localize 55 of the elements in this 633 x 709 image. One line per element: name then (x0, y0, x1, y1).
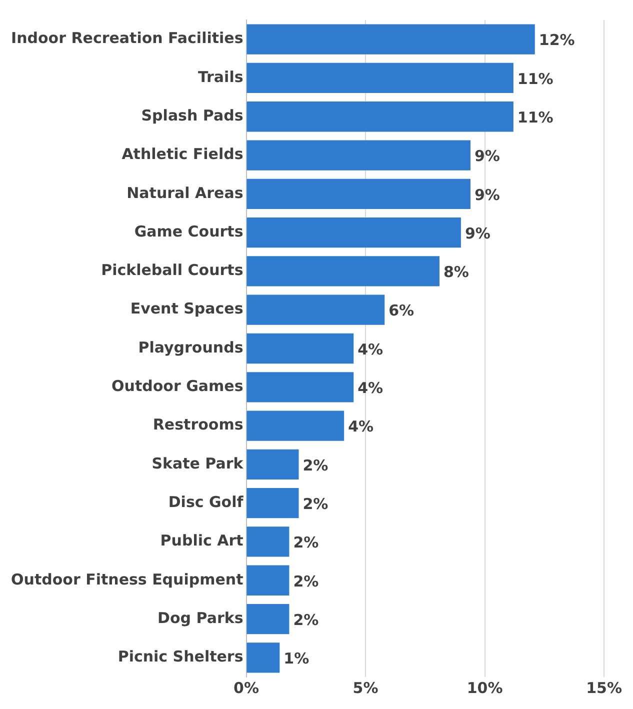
y-tick-label: Disc Golf (168, 492, 244, 511)
bar (246, 449, 299, 480)
data-label: 2% (302, 456, 328, 474)
data-label: 4% (348, 418, 374, 436)
bar (246, 256, 440, 286)
data-label: 4% (358, 340, 384, 358)
y-tick-label: Athletic Fields (122, 145, 244, 164)
y-tick-label: Dog Parks (158, 608, 244, 627)
bar (246, 488, 299, 518)
bar (246, 140, 470, 170)
bar (246, 526, 290, 557)
x-tick-label: 0% (234, 678, 260, 697)
y-tick-label: Playgrounds (138, 338, 244, 356)
bar (246, 217, 461, 248)
data-label: 12% (538, 31, 575, 50)
bar (246, 294, 385, 325)
bar (246, 24, 535, 54)
bar (246, 333, 354, 364)
data-label: 6% (388, 302, 414, 320)
y-tick-label: Trails (198, 68, 244, 86)
data-label: 8% (443, 263, 469, 282)
data-label: 9% (474, 186, 500, 204)
bar (246, 372, 354, 402)
y-tick-label: Public Art (160, 532, 244, 550)
bar (246, 410, 344, 441)
x-tick-label: 5% (352, 678, 378, 697)
data-label: 9% (464, 224, 490, 242)
data-label: 2% (293, 534, 319, 552)
y-tick-label: Outdoor Games (112, 377, 244, 396)
bar (246, 642, 280, 673)
data-label: 1% (284, 650, 310, 668)
y-tick-label: Event Spaces (130, 300, 244, 318)
data-label: 9% (474, 147, 500, 166)
data-label: 2% (302, 494, 328, 513)
y-tick-label: Restrooms (152, 416, 244, 434)
y-tick-label: Picnic Shelters (118, 648, 244, 666)
data-label: 11% (517, 70, 554, 88)
y-tick-label: Splash Pads (141, 106, 244, 125)
y-tick-label: Pickleball Courts (101, 261, 244, 280)
bar (246, 178, 470, 209)
y-tick-label: Game Courts (134, 222, 244, 240)
bar (246, 62, 514, 94)
y-tick-label: Skate Park (152, 454, 244, 472)
data-label: 2% (293, 610, 319, 629)
bar (246, 604, 290, 634)
bar (246, 565, 290, 596)
x-tick-label: 15% (586, 678, 622, 697)
data-label: 2% (293, 572, 319, 590)
y-tick-label: Indoor Recreation Facilities (10, 29, 244, 48)
data-label: 4% (358, 379, 384, 398)
data-label: 11% (517, 108, 554, 127)
x-tick-label: 10% (466, 678, 503, 697)
y-tick-label: Natural Areas (126, 184, 244, 202)
bar (246, 102, 514, 132)
y-tick-label: Outdoor Fitness Equipment (11, 570, 244, 588)
